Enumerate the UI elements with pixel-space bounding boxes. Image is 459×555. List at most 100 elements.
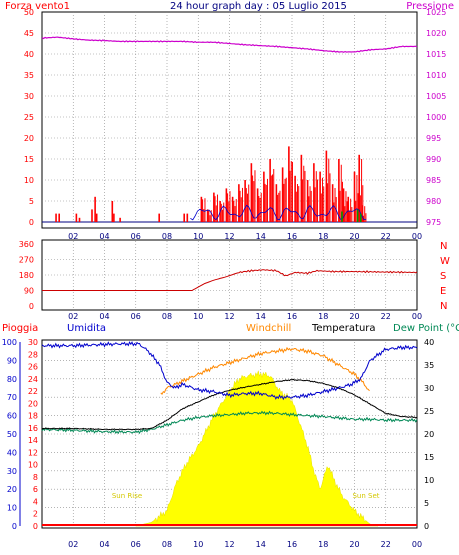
rain-axis-tick-label: 4	[33, 497, 38, 506]
middle-x-tick-label: 14	[256, 312, 266, 321]
rain-axis-tick-label: 10	[28, 461, 38, 470]
pressure-axis-tick-label: 1015	[426, 50, 446, 59]
top-plot	[41, 36, 418, 222]
middle-x-tick-label: 22	[381, 312, 391, 321]
humidity-axis-tick-label: 50	[7, 430, 17, 439]
top-x-tick-label: 20	[349, 232, 359, 241]
direction-axis-tick-label: 360	[19, 240, 34, 249]
humidity-axis-tick-label: 90	[7, 356, 17, 365]
temperature-axis-tick-label: 25	[424, 407, 434, 416]
bottom-x-tick-label: 18	[318, 540, 328, 549]
wind-axis-tick-label: 0	[29, 218, 34, 227]
compass-label: N	[440, 301, 447, 312]
middle-x-tick-label: 16	[287, 312, 297, 321]
top-x-tick-label: 10	[193, 232, 203, 241]
legend-rain: Pioggia	[2, 323, 38, 334]
bottom-x-tick-label: 02	[68, 540, 78, 549]
top-x-tick-label: 04	[99, 232, 109, 241]
direction-axis-tick-label: 180	[19, 271, 34, 280]
temperature-axis-tick-label: 20	[424, 430, 434, 439]
wind-axis-tick-label: 35	[24, 71, 34, 80]
wind-pressure-panel: Forza vento1 24 hour graph day : 05 Lugl…	[5, 1, 454, 241]
legend-windchill: Windchill	[246, 323, 291, 334]
wind-gust-line	[190, 204, 367, 221]
pressure-axis-tick-label: 1025	[426, 8, 446, 17]
wind-direction-line	[42, 269, 418, 291]
temperature-axis-tick-label: 30	[424, 384, 434, 393]
rain-axis-tick-label: 2	[33, 510, 38, 519]
compass-label: S	[440, 271, 446, 282]
windchill-line	[160, 346, 370, 396]
pressure-axis-tick-label: 985	[426, 176, 441, 185]
middle-x-tick-label: 00	[412, 312, 422, 321]
rain-axis-tick-label: 14	[28, 436, 38, 445]
pressure-line	[41, 36, 418, 53]
middle-x-tick-label: 06	[131, 312, 141, 321]
wind-axis-tick-label: 40	[24, 50, 34, 59]
direction-axis-tick-label: 90	[24, 287, 34, 296]
wind-bars	[55, 146, 367, 222]
direction-axis-tick-label: 270	[19, 256, 34, 265]
sun-rise-label: Sun Rise	[112, 492, 142, 500]
wind-axis-tick-label: 10	[24, 176, 34, 185]
dewpoint-line	[41, 410, 418, 435]
pressure-axis-tick-label: 975	[426, 218, 441, 227]
temperature-axis-tick-label: 15	[424, 453, 434, 462]
bottom-x-tick-label: 12	[224, 540, 234, 549]
middle-x-tick-label: 08	[162, 312, 172, 321]
rain-axis-tick-label: 30	[28, 338, 38, 347]
compass-label: E	[440, 286, 446, 297]
middle-x-tick-label: 18	[318, 312, 328, 321]
rain-axis-tick-label: 22	[28, 387, 38, 396]
temperature-axis-tick-label: 5	[424, 499, 429, 508]
mid-grid	[42, 241, 417, 309]
rain-axis-tick-label: 18	[28, 412, 38, 421]
humidity-line	[41, 341, 418, 401]
rain-axis-tick-label: 8	[33, 473, 38, 482]
top-x-tick-label: 02	[68, 232, 78, 241]
bottom-x-tick-label: 00	[412, 540, 422, 549]
pressure-axis-tick-label: 990	[426, 155, 441, 164]
middle-x-tick-label: 12	[224, 312, 234, 321]
compass-label: W	[440, 256, 450, 267]
temperature-humidity-panel: Pioggia Umidita Windchill Temperatura De…	[2, 323, 459, 549]
bottom-x-tick-label: 22	[381, 540, 391, 549]
top-x-tick-label: 14	[256, 232, 266, 241]
pressure-axis-tick-label: 1005	[426, 92, 446, 101]
bottom-plot	[41, 341, 418, 527]
bottom-x-tick-label: 16	[287, 540, 297, 549]
pressure-axis-tick-label: 980	[426, 197, 441, 206]
wind-axis-tick-label: 45	[24, 29, 34, 38]
top-x-tick-label: 22	[381, 232, 391, 241]
bottom-x-tick-label: 06	[131, 540, 141, 549]
top-x-tick-label: 16	[287, 232, 297, 241]
bottom-axes: 0102030405060708090100024681012141618202…	[2, 338, 434, 549]
wind-axis-tick-label: 25	[24, 113, 34, 122]
pressure-label: Pressione	[406, 1, 454, 12]
top-axes: 0510152025303540455097598098599099510001…	[24, 8, 447, 241]
humidity-axis-tick-label: 70	[7, 393, 17, 402]
humidity-axis-tick-label: 80	[7, 375, 17, 384]
mid-plot	[42, 269, 418, 291]
bottom-x-tick-label: 10	[193, 540, 203, 549]
temperature-axis-tick-label: 10	[424, 476, 434, 485]
pressure-axis-tick-label: 1000	[426, 113, 446, 122]
wind-axis-tick-label: 20	[24, 134, 34, 143]
wind-axis-tick-label: 5	[29, 197, 34, 206]
bottom-x-tick-label: 04	[99, 540, 109, 549]
temperature-axis-tick-label: 35	[424, 361, 434, 370]
wind-axis-tick-label: 50	[24, 8, 34, 17]
wind-axis-tick-label: 15	[24, 155, 34, 164]
rain-axis-tick-label: 12	[28, 448, 38, 457]
temperature-line	[41, 378, 418, 431]
pressure-axis-tick-label: 1020	[426, 29, 446, 38]
rain-axis-tick-label: 6	[33, 485, 38, 494]
pressure-axis-tick-label: 1010	[426, 71, 446, 80]
rain-axis-tick-label: 16	[28, 424, 38, 433]
humidity-axis-tick-label: 0	[12, 522, 17, 531]
pressure-axis-tick-label: 995	[426, 134, 441, 143]
temperature-axis-tick-label: 0	[424, 522, 429, 531]
